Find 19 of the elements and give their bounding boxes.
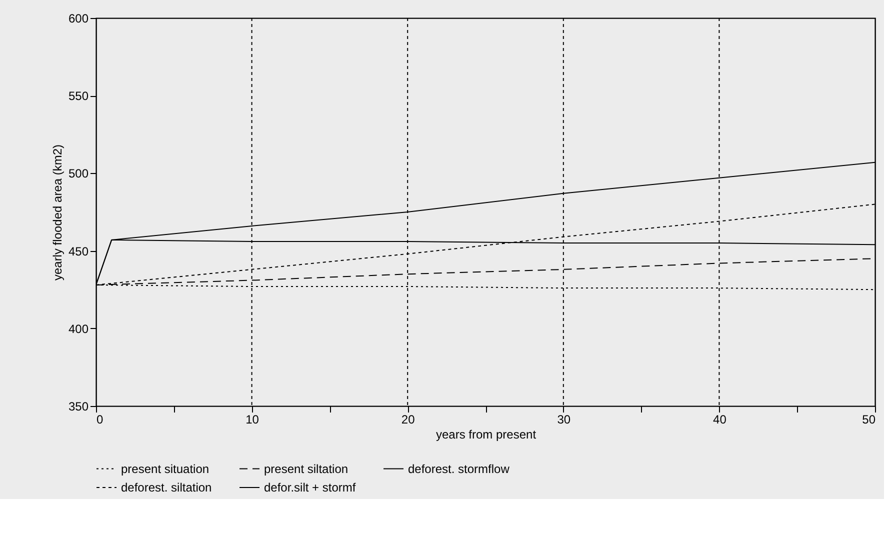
y-tick-label: 450 <box>68 244 89 258</box>
x-axis-title: years from present <box>436 428 537 442</box>
legend-label: deforest. stormflow <box>408 462 510 476</box>
y-tick-label: 350 <box>68 400 89 414</box>
x-tick-label: 30 <box>557 412 571 426</box>
x-tick-label: 50 <box>862 412 876 426</box>
y-tick-label: 550 <box>68 89 89 104</box>
y-axis-title: yearly flooded area (km2) <box>50 144 64 281</box>
y-tick-label: 400 <box>68 322 89 336</box>
legend-label: present siltation <box>264 462 348 476</box>
x-tick-label: 10 <box>246 412 260 426</box>
legend-label: present situation <box>121 462 210 476</box>
y-tick-label: 600 <box>68 12 89 26</box>
legend-label: defor.silt + stormf <box>264 480 356 494</box>
x-tick-label: 40 <box>713 412 727 426</box>
legend-label: deforest. siltation <box>121 480 212 494</box>
y-tick-label: 500 <box>68 166 89 181</box>
x-tick-label: 0 <box>96 412 104 426</box>
x-tick-label: 20 <box>401 412 416 426</box>
